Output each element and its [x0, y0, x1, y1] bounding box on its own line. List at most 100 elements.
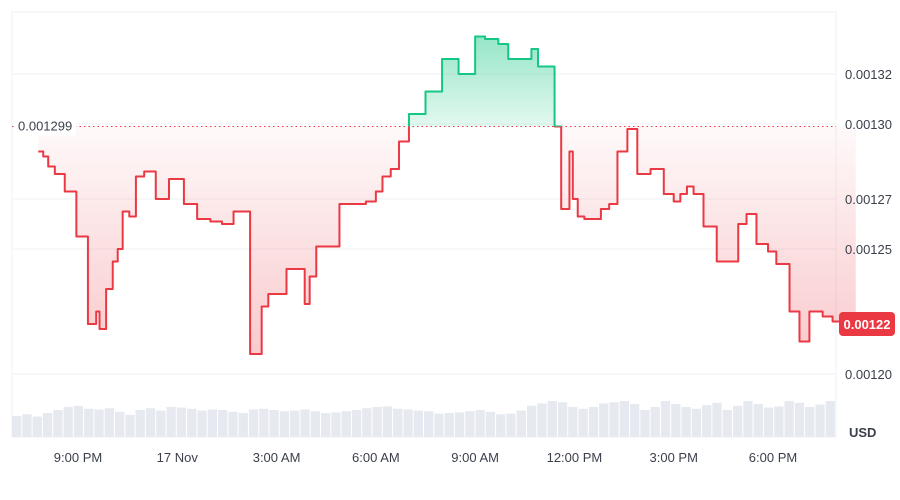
volume-bar — [84, 408, 94, 437]
volume-bar — [403, 409, 413, 437]
volume-bar — [238, 413, 248, 437]
volume-bar — [825, 401, 835, 437]
volume-bar — [53, 410, 63, 437]
y-tick-label: 0.00125 — [845, 242, 892, 257]
current-price-badge: 0.00122 — [839, 312, 895, 336]
price-line-up — [407, 35, 563, 127]
volume-bar — [218, 410, 228, 437]
volume-bar — [753, 404, 763, 437]
volume-bar — [145, 408, 156, 437]
volume-bar — [63, 407, 73, 437]
volume-bar — [691, 408, 702, 437]
y-axis: 0.00120 0.00125 0.00127 0.00130 0.00132 — [845, 67, 892, 382]
volume-bar — [743, 401, 753, 437]
volume-bar — [784, 401, 794, 437]
volume-bar — [722, 410, 732, 437]
volume-bar — [372, 407, 382, 437]
volume-bar — [290, 410, 300, 437]
volume-bar — [702, 405, 712, 437]
x-tick-label: 6:00 PM — [749, 450, 797, 465]
volume-bar — [475, 410, 485, 437]
volume-bar — [424, 411, 434, 437]
volume-bar — [588, 407, 599, 437]
volume-bar — [197, 410, 207, 437]
volume-bar — [382, 406, 393, 437]
x-tick-label: 3:00 PM — [650, 450, 698, 465]
volume-bar — [454, 412, 465, 437]
volume-bar — [248, 409, 259, 437]
x-tick-label: 3:00 AM — [253, 450, 301, 465]
volume-bar — [619, 401, 629, 437]
volume-bar — [794, 402, 805, 437]
volume-bar — [187, 408, 197, 437]
volume-bar — [341, 411, 351, 437]
volume-bars — [12, 401, 835, 437]
volume-bar — [485, 411, 496, 437]
price-area — [38, 36, 856, 354]
volume-bar — [650, 407, 660, 437]
volume-bar — [42, 413, 53, 437]
volume-bar — [156, 410, 166, 437]
volume-bar — [300, 409, 310, 437]
reference-label-bg — [14, 116, 77, 136]
reference-price-label: 0.001299 — [18, 119, 72, 134]
volume-bar — [321, 413, 331, 437]
volume-bar — [176, 407, 187, 437]
current-price-bg — [839, 312, 895, 336]
volume-bar — [671, 404, 681, 437]
volume-bar — [259, 408, 269, 437]
volume-bar — [805, 407, 815, 437]
volume-bar — [393, 408, 403, 437]
y-tick-label: 0.00120 — [845, 367, 892, 382]
current-price-label: 0.00122 — [844, 317, 891, 332]
volume-bar — [763, 407, 774, 437]
x-tick-label: 6:00 AM — [352, 450, 400, 465]
volume-bar — [166, 407, 176, 437]
volume-bar — [228, 411, 238, 437]
volume-bar — [712, 402, 722, 437]
volume-bar — [115, 411, 125, 437]
volume-bar — [547, 401, 557, 437]
volume-bar — [578, 408, 588, 437]
volume-bar — [660, 401, 671, 437]
x-tick-label: 12:00 PM — [547, 450, 603, 465]
volume-bar — [733, 405, 743, 437]
y-tick-label: 0.00132 — [845, 67, 892, 82]
volume-bar — [362, 408, 372, 437]
price-line — [38, 35, 856, 355]
volume-bar — [527, 405, 537, 437]
x-tick-label: 9:00 AM — [451, 450, 499, 465]
volume-bar — [279, 411, 290, 437]
volume-bar — [269, 410, 279, 437]
volume-bar — [413, 410, 423, 437]
volume-bar — [310, 411, 320, 437]
volume-bar — [640, 410, 650, 437]
volume-bar — [207, 409, 217, 437]
volume-bar — [12, 416, 22, 437]
volume-bar — [135, 410, 145, 437]
volume-bar — [557, 402, 568, 437]
y-tick-label: 0.00127 — [845, 192, 892, 207]
volume-bar — [599, 403, 609, 437]
x-tick-label: 17 Nov — [157, 450, 199, 465]
volume-bar — [609, 402, 619, 437]
volume-bar — [351, 410, 362, 437]
volume-bar — [22, 414, 32, 437]
x-tick-label: 9:00 PM — [54, 450, 102, 465]
volume-bar — [32, 416, 42, 437]
volume-bar — [104, 408, 114, 437]
currency-label: USD — [849, 425, 876, 440]
area-fill-below — [38, 126, 856, 354]
volume-bar — [444, 413, 454, 437]
reference-price-line: 0.001299 — [12, 116, 836, 136]
volume-bar — [630, 404, 640, 437]
x-axis: 9:00 PM 17 Nov 3:00 AM 6:00 AM 9:00 AM 12:00 … — [54, 450, 797, 465]
volume-bar — [537, 403, 547, 437]
volume-bar — [815, 404, 825, 437]
y-tick-label: 0.00130 — [845, 117, 892, 132]
area-fill-above — [38, 36, 856, 127]
volume-bar — [496, 414, 506, 437]
volume-bar — [94, 409, 104, 437]
volume-bar — [774, 406, 784, 437]
